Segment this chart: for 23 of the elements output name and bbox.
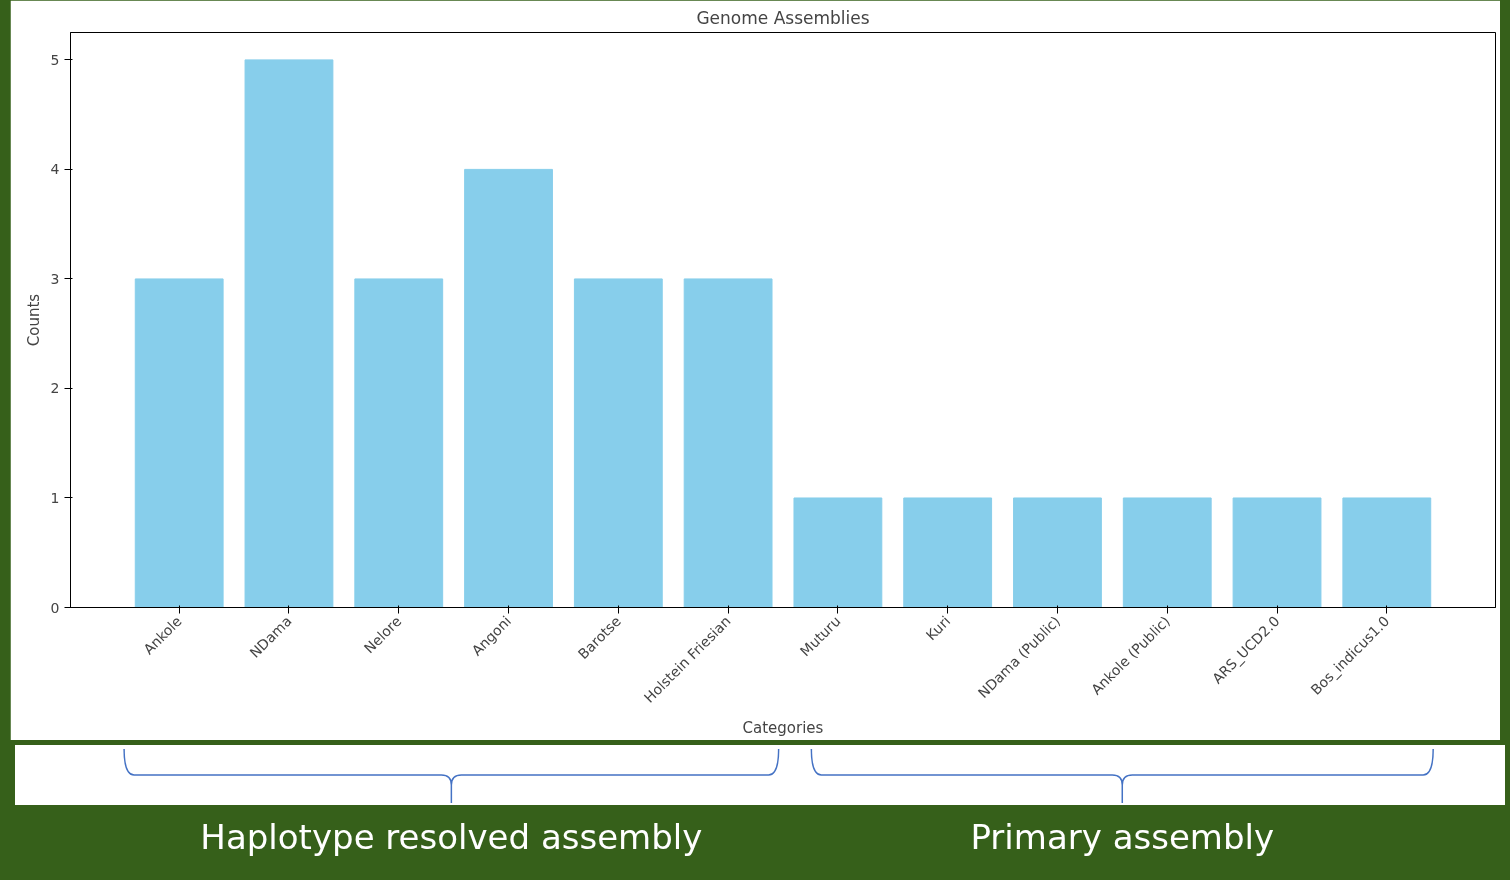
chart-title: Genome Assemblies xyxy=(696,7,870,28)
bar xyxy=(573,278,663,608)
y-tick-label: 1 xyxy=(50,489,60,506)
y-tick-label: 3 xyxy=(50,270,60,287)
y-tick-label: 2 xyxy=(50,380,60,397)
y-tick-label: 4 xyxy=(50,161,60,178)
bar xyxy=(683,278,773,608)
bar xyxy=(1013,497,1102,608)
bar xyxy=(793,497,883,608)
y-tick-label: 5 xyxy=(50,51,60,68)
bar xyxy=(244,59,334,608)
x-axis-title: Categories xyxy=(742,719,824,738)
text: Haplotype resolved assembly xyxy=(199,816,704,859)
bar xyxy=(1232,497,1322,608)
bar xyxy=(1122,497,1212,608)
bar xyxy=(354,278,444,608)
bar xyxy=(464,168,553,608)
bar xyxy=(134,278,224,608)
y-tick-label: 0 xyxy=(50,599,60,616)
bar xyxy=(1342,497,1432,608)
bar xyxy=(903,497,993,608)
y-axis-title: Counts xyxy=(24,293,43,347)
text: Primary assembly xyxy=(969,816,1276,859)
